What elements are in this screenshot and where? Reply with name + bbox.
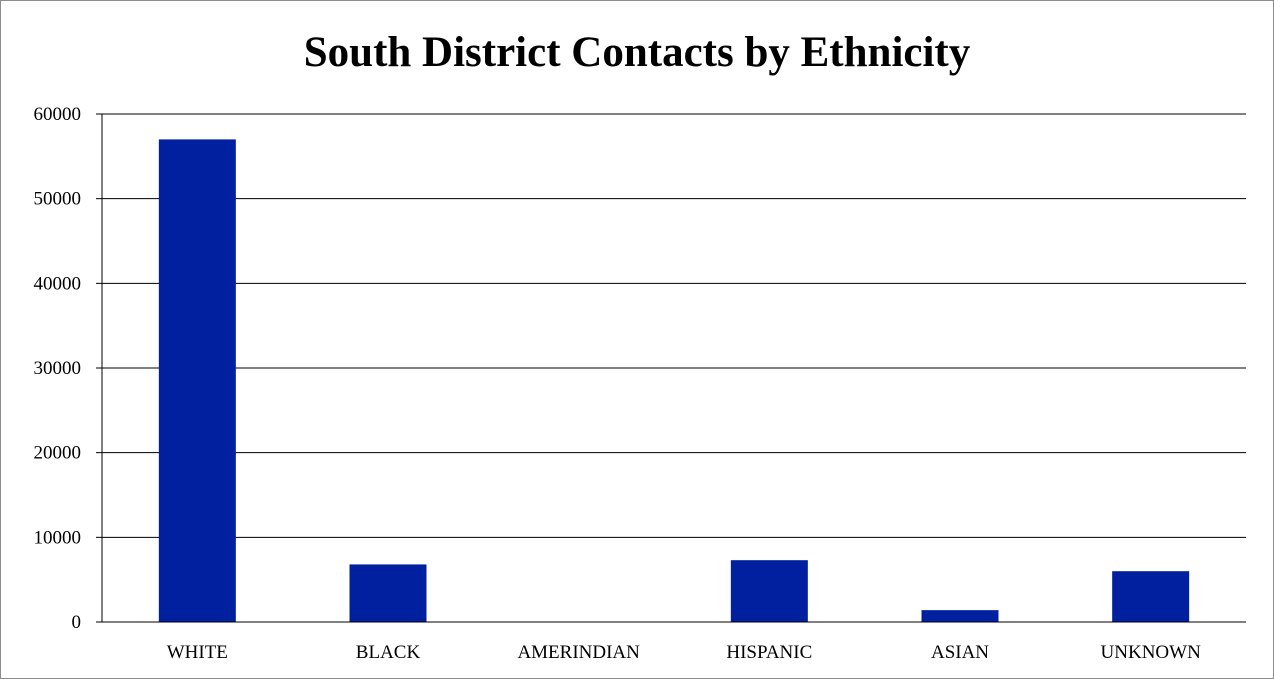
y-tick-label: 0 <box>72 612 82 633</box>
y-tick-label: 60000 <box>34 104 82 125</box>
x-tick-label: BLACK <box>356 642 421 663</box>
x-tick-label: UNKNOWN <box>1101 642 1202 663</box>
x-tick-label: HISPANIC <box>726 642 812 663</box>
bar <box>730 560 808 622</box>
bar <box>921 610 999 622</box>
chart-title: South District Contacts by Ethnicity <box>303 29 971 76</box>
x-tick-label: WHITE <box>167 642 228 663</box>
x-tick-label: ASIAN <box>931 642 989 663</box>
y-tick-label: 50000 <box>34 189 82 210</box>
bar <box>158 139 236 622</box>
y-tick-label: 30000 <box>34 358 82 379</box>
y-tick-label: 40000 <box>34 273 82 294</box>
x-tick-label: AMERINDIAN <box>517 642 640 663</box>
bar <box>349 564 427 622</box>
y-tick-label: 10000 <box>34 527 82 548</box>
bar <box>1112 571 1190 622</box>
y-tick-label: 20000 <box>34 443 82 464</box>
